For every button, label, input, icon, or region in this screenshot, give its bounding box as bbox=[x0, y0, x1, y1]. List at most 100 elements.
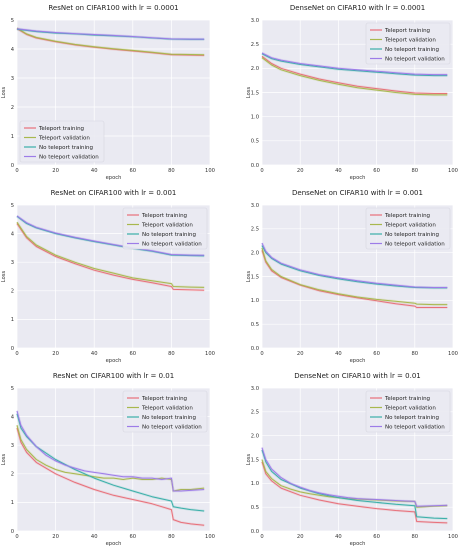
y-tick-label: 2.0 bbox=[251, 66, 259, 72]
x-tick-label: 60 bbox=[373, 534, 380, 540]
x-tick-label: 80 bbox=[411, 351, 418, 357]
y-tick-label: 0.0 bbox=[251, 163, 259, 169]
y-tick-label: 2 bbox=[11, 289, 14, 295]
legend-entry: Teleport validation bbox=[384, 223, 436, 229]
x-tick-label: 60 bbox=[129, 168, 136, 174]
chart-panel-6: 0 20 40 60 80 100 0.0 0.5 1.0 1.5 2.0 2.5 3.0 epoch Lo… bbox=[246, 372, 458, 547]
legend-box bbox=[365, 390, 451, 433]
x-tick-label: 60 bbox=[129, 534, 136, 540]
legend-entry: Teleport training bbox=[384, 396, 430, 402]
x-tick-label: 60 bbox=[373, 168, 380, 174]
series-line bbox=[261, 53, 448, 77]
y-axis-label: Loss bbox=[246, 87, 252, 99]
legend-entry: No teleport training bbox=[39, 145, 93, 151]
x-axis-label: epoch bbox=[350, 358, 366, 364]
y-tick-label: 3.0 bbox=[251, 203, 259, 209]
y-tick-label: 4 bbox=[11, 47, 15, 53]
x-tick-label: 0 bbox=[260, 534, 263, 540]
series-line bbox=[261, 55, 448, 94]
legend-entry: No teleport training bbox=[385, 232, 439, 238]
y-tick-label: 0.0 bbox=[251, 346, 259, 352]
legend: Teleport training Teleport validation No t… bbox=[365, 390, 451, 433]
series-line bbox=[16, 413, 205, 512]
y-tick-label: 3.0 bbox=[251, 386, 259, 392]
series-line bbox=[16, 28, 205, 56]
series-line bbox=[261, 52, 448, 76]
legend-entry: Teleport validation bbox=[38, 136, 90, 142]
x-tick-label: 80 bbox=[411, 534, 418, 540]
y-tick-label: 1 bbox=[11, 134, 14, 140]
series-line bbox=[16, 28, 205, 40]
x-tick-label: 100 bbox=[448, 168, 458, 174]
legend-entry: No teleport validation bbox=[385, 57, 445, 63]
y-axis-label: Loss bbox=[246, 271, 252, 283]
y-tick-label: 0.0 bbox=[251, 529, 259, 535]
chart-panel-4: 0 20 40 60 80 100 0.0 0.5 1.0 1.5 2.0 2.5 3.0 epoch Lo… bbox=[246, 189, 458, 364]
y-tick-label: 2 bbox=[11, 105, 14, 111]
legend-box bbox=[365, 22, 451, 65]
y-tick-label: 0.5 bbox=[251, 139, 259, 145]
y-tick-label: 1.0 bbox=[251, 481, 259, 487]
chart-panel-2: 0 20 40 60 80 100 0.0 0.5 1.0 1.5 2.0 2.5 3.0 epoch Lo… bbox=[246, 4, 458, 181]
series-line bbox=[16, 215, 205, 256]
y-tick-label: 3.0 bbox=[251, 18, 259, 24]
y-tick-label: 4 bbox=[11, 231, 15, 237]
chart-title: ResNet on CIFAR100 with lr = 0.01 bbox=[53, 372, 174, 380]
y-tick-label: 2.0 bbox=[251, 250, 259, 256]
x-tick-label: 0 bbox=[15, 534, 18, 540]
y-tick-label: 0.5 bbox=[251, 322, 259, 328]
legend-entry: No teleport validation bbox=[385, 242, 445, 248]
y-tick-label: 0 bbox=[11, 163, 14, 169]
y-tick-label: 3 bbox=[11, 76, 14, 82]
legend-entry: Teleport validation bbox=[384, 38, 436, 44]
x-axis-label: epoch bbox=[106, 541, 122, 547]
y-tick-label: 5 bbox=[11, 386, 14, 392]
chart-title: ResNet on CIFAR100 with lr = 0.0001 bbox=[48, 4, 178, 12]
x-tick-label: 40 bbox=[91, 168, 98, 174]
x-tick-label: 100 bbox=[205, 534, 215, 540]
legend-entry: No teleport validation bbox=[39, 155, 99, 161]
legend-entry: No teleport training bbox=[142, 415, 196, 421]
x-tick-label: 0 bbox=[260, 168, 263, 174]
x-axis-label: epoch bbox=[106, 175, 122, 181]
legend: Teleport training Teleport validation No t… bbox=[365, 22, 451, 65]
legend-entry: Teleport validation bbox=[384, 406, 436, 412]
y-tick-label: 2.5 bbox=[251, 227, 259, 233]
x-tick-label: 40 bbox=[335, 351, 342, 357]
x-tick-label: 20 bbox=[52, 534, 59, 540]
y-axis-label: Loss bbox=[1, 87, 7, 99]
x-tick-label: 20 bbox=[297, 351, 304, 357]
y-tick-label: 2.0 bbox=[251, 433, 259, 439]
y-tick-label: 0 bbox=[11, 529, 14, 535]
series-line bbox=[261, 447, 448, 507]
y-tick-label: 0 bbox=[11, 346, 14, 352]
y-tick-label: 1.5 bbox=[251, 457, 259, 463]
y-tick-label: 2.5 bbox=[251, 42, 259, 48]
y-tick-label: 1.0 bbox=[251, 298, 259, 304]
legend-entry: No teleport validation bbox=[385, 425, 445, 431]
series-line bbox=[16, 427, 205, 526]
legend: Teleport training Teleport validation No t… bbox=[122, 207, 208, 250]
y-tick-label: 1.0 bbox=[251, 114, 259, 120]
series-line bbox=[261, 250, 448, 308]
y-tick-label: 3 bbox=[11, 260, 14, 266]
legend-entry: No teleport training bbox=[385, 415, 439, 421]
x-tick-label: 100 bbox=[448, 534, 458, 540]
series-line bbox=[261, 449, 448, 520]
x-tick-label: 80 bbox=[168, 168, 175, 174]
y-tick-label: 5 bbox=[11, 203, 14, 209]
legend: Teleport training Teleport validation No t… bbox=[365, 207, 451, 250]
legend-entry: Teleport training bbox=[141, 213, 187, 219]
series-line bbox=[261, 57, 448, 96]
x-tick-label: 0 bbox=[15, 168, 18, 174]
y-tick-label: 0.5 bbox=[251, 505, 259, 511]
legend-entry: Teleport validation bbox=[141, 406, 193, 412]
legend: Teleport training Teleport validation No t… bbox=[122, 390, 208, 433]
legend-box bbox=[365, 207, 451, 250]
legend-entry: No teleport validation bbox=[142, 425, 202, 431]
y-tick-label: 1.5 bbox=[251, 274, 259, 280]
chart-panel-5: 0 20 40 60 80 100 0 1 2 3 4 5 epoch Loss ResNet on CIF… bbox=[1, 372, 215, 547]
x-tick-label: 40 bbox=[91, 534, 98, 540]
legend-entry: Teleport validation bbox=[141, 223, 193, 229]
x-tick-label: 40 bbox=[335, 168, 342, 174]
